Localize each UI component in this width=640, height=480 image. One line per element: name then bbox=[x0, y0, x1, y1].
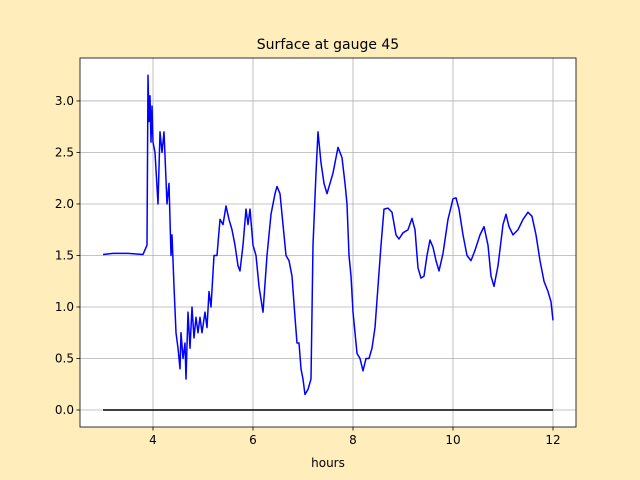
y-tick-label: 0.0 bbox=[55, 403, 74, 417]
x-tick-label: 6 bbox=[249, 433, 257, 447]
x-tick-label: 12 bbox=[545, 433, 560, 447]
y-tick-label: 2.5 bbox=[55, 145, 74, 159]
lines bbox=[102, 74, 554, 411]
y-tick-label: 3.0 bbox=[55, 94, 74, 108]
x-tick-label: 8 bbox=[349, 433, 357, 447]
chart-title: Surface at gauge 45 bbox=[257, 37, 399, 53]
y-tick-label: 2.0 bbox=[55, 197, 74, 211]
axes-frame bbox=[79, 57, 577, 428]
x-tick-label: 4 bbox=[149, 433, 157, 447]
y-tick-label: 1.0 bbox=[55, 300, 74, 314]
y-tick-label: 1.5 bbox=[55, 248, 74, 262]
y-tick-label: 0.5 bbox=[55, 351, 74, 365]
x-tick-label: 10 bbox=[445, 433, 460, 447]
series-line bbox=[102, 74, 554, 396]
plot-area bbox=[80, 58, 576, 427]
x-axis-label: hours bbox=[311, 456, 345, 470]
